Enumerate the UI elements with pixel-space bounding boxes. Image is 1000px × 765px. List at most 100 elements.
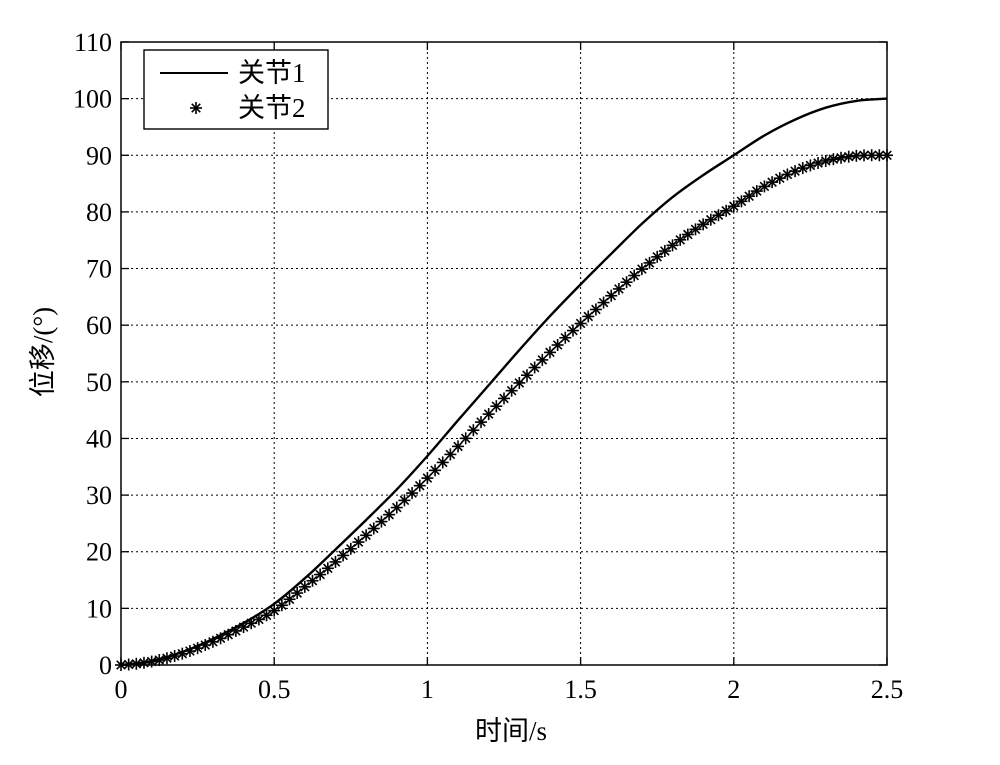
series-2-point — [612, 282, 625, 295]
series-2-point — [498, 392, 510, 405]
series-2-point — [352, 536, 365, 549]
series-2-point — [819, 154, 832, 167]
series-2-point — [804, 159, 817, 172]
series-2-point — [597, 296, 610, 309]
series-2-point — [436, 456, 449, 469]
series-2-point — [551, 339, 564, 352]
series-2-point — [773, 172, 786, 185]
series-2-point — [344, 542, 357, 555]
series-2-point — [582, 310, 595, 323]
series-2-point — [758, 180, 771, 193]
x-tick-label: 1.5 — [564, 675, 597, 704]
x-tick-label: 1 — [421, 675, 434, 704]
x-tick-labels: 0 0.5 1 1.5 2 2.5 — [115, 675, 904, 704]
series-2-point — [681, 228, 694, 241]
series-2-point — [865, 149, 878, 162]
series-1-line — [120, 97, 888, 667]
y-tick-label: 30 — [86, 481, 112, 510]
y-tick-labels: 0 10 20 30 40 50 60 70 80 90 100 110 — [73, 28, 112, 680]
series-2-point — [298, 580, 311, 593]
x-tick-label: 0.5 — [258, 675, 291, 704]
y-tick-label: 70 — [86, 255, 112, 284]
series-2-point — [666, 239, 679, 252]
y-tick-label: 80 — [86, 198, 112, 227]
series-2-point — [827, 153, 840, 166]
series-2-point — [130, 657, 143, 670]
series-2-point — [214, 632, 227, 645]
x-tick-label: 2 — [727, 675, 740, 704]
series-2-point — [390, 501, 403, 514]
series-2-point — [137, 656, 150, 669]
series-2-point — [145, 655, 158, 668]
series-2-point — [375, 515, 388, 528]
series-2-point — [528, 361, 541, 374]
y-tick-label: 50 — [86, 368, 112, 397]
series-2-point — [543, 346, 556, 359]
series-2-point — [674, 233, 687, 246]
series-2-point — [421, 472, 434, 485]
y-tick-label: 90 — [86, 141, 112, 170]
series-2-point — [735, 195, 748, 208]
y-tick-label: 40 — [86, 424, 112, 453]
series-2-point — [413, 479, 426, 492]
legend-asterisk — [190, 102, 202, 114]
series-2-point — [275, 599, 288, 612]
series-2-point — [658, 245, 671, 258]
series-2-point — [536, 353, 549, 366]
x-tick-label: 2.5 — [871, 675, 904, 704]
series-2-point — [444, 448, 457, 461]
series-2-point — [881, 149, 893, 162]
y-tick-label: 10 — [86, 594, 112, 623]
series-2-point — [398, 494, 411, 507]
legend-asterisk-swatch — [190, 102, 202, 114]
legend-label-series-1: 关节1 — [238, 58, 306, 88]
series-2-point — [589, 303, 602, 316]
series-2-point — [459, 432, 472, 445]
series-2-point — [314, 568, 327, 581]
series-2-point — [429, 464, 442, 477]
series-2-point — [482, 408, 495, 421]
series-2-point — [743, 190, 756, 203]
series-2-point — [490, 400, 503, 413]
plot-area-frame — [120, 41, 888, 666]
series-2-point — [566, 324, 579, 337]
series-2-point — [605, 289, 618, 302]
series-2-point — [337, 549, 350, 562]
x-tick-label: 0 — [115, 675, 128, 704]
series-2-point — [727, 200, 740, 213]
x-axis-label: 时间/s — [475, 716, 547, 746]
series-2-point — [360, 529, 373, 542]
series-2-point — [406, 487, 419, 500]
y-tick-label: 20 — [86, 538, 112, 567]
series-2-point — [467, 424, 480, 437]
series-2-point — [689, 223, 702, 236]
series-2-point — [252, 613, 265, 626]
series-2-point — [812, 157, 825, 170]
series-2-point — [520, 369, 533, 382]
grid-lines — [121, 42, 887, 665]
legend: 关节1 关节2 — [143, 49, 329, 130]
series-2-point — [367, 522, 380, 535]
series-2-point — [842, 150, 855, 163]
series-2-point — [283, 593, 296, 606]
series-2-point — [291, 587, 304, 600]
series-2-point — [321, 562, 334, 575]
legend-label-series-2: 关节2 — [238, 93, 306, 123]
series-2-point — [383, 508, 396, 521]
series-2-point — [513, 376, 526, 389]
series-2-point — [643, 256, 656, 269]
y-tick-label: 100 — [73, 85, 112, 114]
series-2-point — [452, 440, 465, 453]
series-2-point — [245, 617, 258, 630]
series-2-point — [160, 652, 173, 665]
series-2-point — [574, 317, 587, 330]
series-2-point — [720, 204, 733, 217]
series-2-point — [835, 151, 848, 164]
series-2-point — [153, 654, 166, 667]
y-tick-label: 0 — [99, 651, 112, 680]
series-2-point — [559, 331, 572, 344]
y-tick-label: 60 — [86, 311, 112, 340]
series-2-point — [306, 574, 319, 587]
series-2-point — [505, 384, 518, 397]
